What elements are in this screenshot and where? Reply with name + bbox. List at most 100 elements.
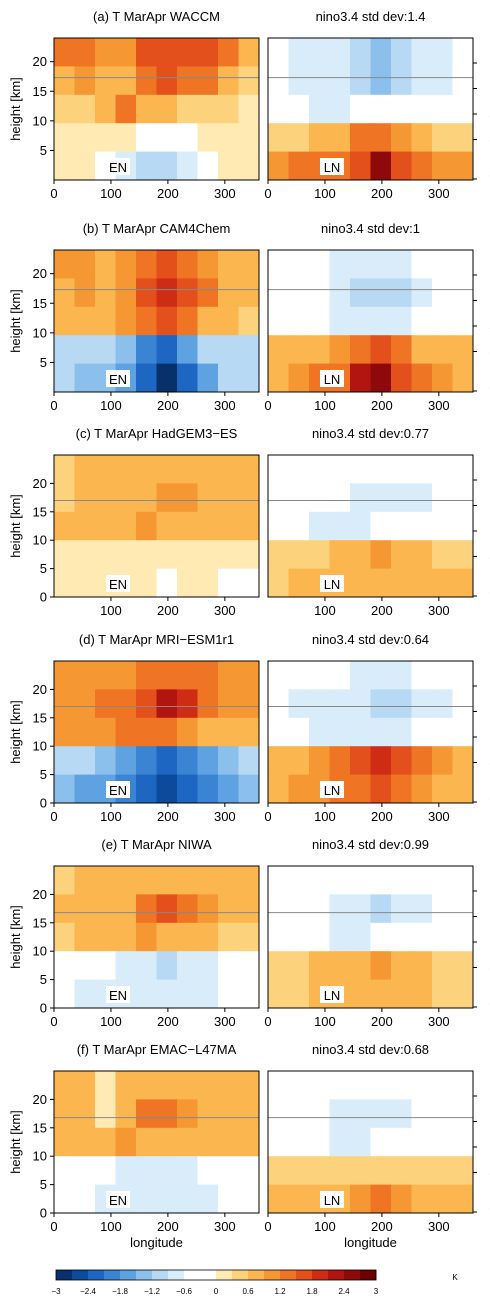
heatmap-cell: [74, 66, 96, 96]
heatmap-cell: [136, 151, 157, 181]
y-tick-label: 20: [33, 1092, 47, 1107]
heatmap-cell: [432, 1184, 453, 1214]
heatmap-cell: [95, 250, 116, 279]
heatmap-cell: [197, 483, 219, 513]
panel-2-0: (c) T MarApr HadGEM3−ES EN 100 200 300 0 5 10 15…: [8, 426, 260, 618]
heatmap-cell: [136, 335, 157, 365]
x-tick-label: 300: [428, 186, 450, 201]
heatmap-cell: [452, 250, 474, 279]
heatmap-cell: [411, 717, 433, 747]
heatmap-cell: [136, 1127, 157, 1157]
heatmap-cell: [54, 951, 75, 981]
heatmap-cell: [136, 717, 157, 747]
y-tick-label: 20: [33, 54, 47, 69]
heatmap-cell: [452, 455, 474, 484]
heatmap-cell: [329, 1127, 351, 1157]
colorbar-frame: [55, 1269, 377, 1281]
y-tick-label: 10: [33, 739, 47, 754]
panel-3-0: (d) T MarApr MRI−ESM1r1 EN 0 100 200 300 0 5 10 1…: [8, 632, 260, 824]
heatmap-cell: [238, 94, 260, 124]
heatmap-cell: [177, 951, 198, 981]
x-tick-label: 100: [100, 1014, 122, 1029]
panel-title: nino3.4 std dev:0.64: [312, 632, 429, 647]
heatmap-cell: [177, 540, 198, 570]
colorbar-segment: [184, 1270, 201, 1280]
heatmap-cell: [197, 66, 219, 96]
heatmap-cell: [350, 151, 371, 181]
panel-label: LN: [324, 577, 341, 592]
plot-frame: [267, 865, 474, 1009]
y-tick-label: 20: [33, 887, 47, 902]
heatmap-cell: [136, 746, 157, 776]
heatmap-cell: [452, 1156, 474, 1186]
colorbar-segment: [312, 1270, 329, 1280]
heatmap-cell: [218, 38, 239, 67]
heatmap-cell: [136, 123, 157, 153]
heatmap-cell: [411, 922, 433, 952]
heatmap-cell: [197, 1127, 219, 1157]
heatmap-cell: [329, 335, 351, 365]
heatmap-cell: [370, 306, 392, 336]
heatmap-cell: [218, 250, 239, 279]
heatmap-cell: [268, 278, 289, 308]
heatmap-cell: [432, 335, 453, 365]
heatmap-cell: [156, 38, 178, 67]
heatmap-cell: [432, 66, 453, 96]
heatmap-cell: [370, 278, 392, 308]
heatmap-cell: [288, 922, 310, 952]
heatmap-cell: [350, 250, 371, 279]
heatmap-cell: [115, 123, 137, 153]
heatmap-cell: [156, 278, 178, 308]
heatmap-cell: [329, 38, 351, 67]
colorbar-tick-label: 0: [214, 1287, 219, 1296]
heatmap-cell: [309, 66, 330, 96]
colorbar-tick-label: −0.6: [176, 1287, 192, 1296]
heatmap-cell: [218, 306, 239, 336]
heatmap-cell: [452, 123, 474, 153]
heatmap-cell: [370, 979, 392, 1009]
heatmap-cell: [329, 866, 351, 895]
heatmap-cell: [197, 1156, 219, 1186]
colorbar-tick-label: 0.6: [242, 1287, 254, 1296]
heatmap-cell: [329, 717, 351, 747]
heatmap-cell: [411, 1156, 433, 1186]
heatmap-cell: [268, 1184, 289, 1214]
heatmap-cell: [288, 1127, 310, 1157]
colorbar-tick-label: 2.4: [338, 1287, 350, 1296]
heatmap-cell: [238, 951, 260, 981]
heatmap-cell: [197, 250, 219, 279]
heatmap-cell: [329, 278, 351, 308]
heatmap-cell: [74, 511, 96, 541]
heatmap-cell: [452, 661, 474, 690]
heatmap-cell: [288, 661, 310, 690]
heatmap-cell: [370, 774, 392, 804]
heatmap-cell: [288, 717, 310, 747]
heatmap-cell: [411, 278, 433, 308]
heatmap-cell: [391, 335, 412, 365]
heatmap-cell: [288, 951, 310, 981]
panel-label: EN: [109, 783, 127, 798]
plot-frame: [267, 454, 474, 598]
heatmap-cell: [95, 1156, 116, 1186]
heatmap-cell: [411, 66, 433, 96]
heatmap-cell: [218, 278, 239, 308]
colorbar-segment: [136, 1270, 153, 1280]
heatmap-cell: [329, 922, 351, 952]
colorbar-segment: [56, 1270, 73, 1280]
heatmap-cell: [411, 335, 433, 365]
heatmap-cell: [452, 1184, 474, 1214]
heatmap-cell: [452, 1071, 474, 1100]
heatmap-cell: [268, 38, 289, 67]
heatmap-cell: [432, 951, 453, 981]
panel-label-bg: [320, 158, 344, 175]
x-tick-label: 300: [428, 398, 450, 413]
panel-label-bg: [106, 986, 130, 1003]
y-tick-label: 15: [33, 915, 47, 930]
heatmap-cell: [156, 540, 178, 570]
heatmap-cell: [197, 94, 219, 124]
heatmap-cell: [370, 746, 392, 776]
heatmap-cell: [54, 1156, 75, 1186]
x-tick-label: 300: [428, 1014, 450, 1029]
y-tick-label: 15: [33, 1120, 47, 1135]
x-tick-label: 200: [157, 1219, 179, 1234]
